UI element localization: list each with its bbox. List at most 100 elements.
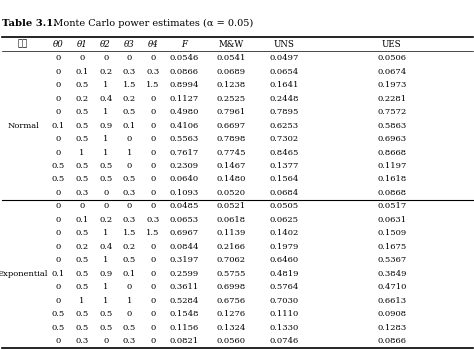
Text: 1: 1 xyxy=(103,283,109,291)
Text: 0.1110: 0.1110 xyxy=(270,310,299,318)
Text: 0: 0 xyxy=(150,94,156,103)
Text: 0.5: 0.5 xyxy=(52,310,65,318)
Text: 0.4: 0.4 xyxy=(99,243,112,251)
Text: 1.5: 1.5 xyxy=(146,81,160,89)
Text: 0.6697: 0.6697 xyxy=(217,121,246,130)
Text: 0.0844: 0.0844 xyxy=(170,243,199,251)
Text: 0.2525: 0.2525 xyxy=(217,94,246,103)
Text: 0.0866: 0.0866 xyxy=(377,337,406,345)
Text: 0.7302: 0.7302 xyxy=(270,135,299,143)
Text: 0.1509: 0.1509 xyxy=(377,229,406,237)
Text: 0.8994: 0.8994 xyxy=(170,81,199,89)
Text: 0.1: 0.1 xyxy=(123,121,136,130)
Text: 0.8465: 0.8465 xyxy=(270,148,299,156)
Text: 0: 0 xyxy=(103,337,109,345)
Text: 1: 1 xyxy=(103,148,109,156)
Text: 0: 0 xyxy=(127,283,132,291)
Text: 0.0821: 0.0821 xyxy=(170,337,199,345)
Text: 0: 0 xyxy=(79,54,85,62)
Text: 0.5: 0.5 xyxy=(75,135,89,143)
Text: 1.5: 1.5 xyxy=(123,229,136,237)
Text: 0.3: 0.3 xyxy=(123,337,136,345)
Text: 0.5: 0.5 xyxy=(75,81,89,89)
Text: 0: 0 xyxy=(55,94,61,103)
Text: 0.5764: 0.5764 xyxy=(270,283,299,291)
Text: 0.3: 0.3 xyxy=(146,68,160,76)
Text: 0.1276: 0.1276 xyxy=(217,310,246,318)
Text: 0: 0 xyxy=(103,189,109,197)
Text: 0.3: 0.3 xyxy=(75,337,89,345)
Text: 0.0506: 0.0506 xyxy=(377,54,406,62)
Text: 0.5: 0.5 xyxy=(99,324,112,332)
Text: UES: UES xyxy=(382,40,401,49)
Text: 0.6253: 0.6253 xyxy=(270,121,299,130)
Text: 0.2: 0.2 xyxy=(123,94,136,103)
Text: 0: 0 xyxy=(55,283,61,291)
Text: 0: 0 xyxy=(55,216,61,224)
Text: 0.3: 0.3 xyxy=(123,216,136,224)
Text: 0: 0 xyxy=(127,202,132,210)
Text: 0: 0 xyxy=(150,310,156,318)
Text: 0.5: 0.5 xyxy=(99,310,112,318)
Text: 0.9: 0.9 xyxy=(99,121,112,130)
Text: θ0: θ0 xyxy=(53,40,64,49)
Text: 0.1330: 0.1330 xyxy=(270,324,299,332)
Text: 0.0618: 0.0618 xyxy=(217,216,246,224)
Text: 0.0640: 0.0640 xyxy=(170,175,199,183)
Text: 1: 1 xyxy=(103,256,109,264)
Text: 0.6963: 0.6963 xyxy=(377,135,406,143)
Text: 0.3197: 0.3197 xyxy=(170,256,199,264)
Text: 0.0560: 0.0560 xyxy=(217,337,246,345)
Text: 0.5: 0.5 xyxy=(75,310,89,318)
Text: 0.0674: 0.0674 xyxy=(377,68,406,76)
Text: 0.5: 0.5 xyxy=(99,175,112,183)
Text: 0.6998: 0.6998 xyxy=(217,283,246,291)
Text: 1: 1 xyxy=(79,148,85,156)
Text: 0.3: 0.3 xyxy=(123,68,136,76)
Text: 0.5: 0.5 xyxy=(123,108,136,116)
Text: 0.0520: 0.0520 xyxy=(217,189,246,197)
Text: M&W: M&W xyxy=(219,40,244,49)
Text: 0.0485: 0.0485 xyxy=(170,202,199,210)
Text: 0.7617: 0.7617 xyxy=(170,148,199,156)
Text: 0: 0 xyxy=(55,189,61,197)
Text: 0.0746: 0.0746 xyxy=(270,337,299,345)
Text: 0: 0 xyxy=(150,135,156,143)
Text: 0.2281: 0.2281 xyxy=(377,94,406,103)
Text: 1: 1 xyxy=(103,81,109,89)
Text: θ3: θ3 xyxy=(124,40,135,49)
Text: 분포: 분포 xyxy=(18,40,28,49)
Text: 0.0631: 0.0631 xyxy=(377,216,406,224)
Text: 0.7961: 0.7961 xyxy=(217,108,246,116)
Text: 0.2: 0.2 xyxy=(123,243,136,251)
Text: 0.0546: 0.0546 xyxy=(170,54,199,62)
Text: Table 3.1.: Table 3.1. xyxy=(2,19,57,28)
Text: 0.5: 0.5 xyxy=(52,324,65,332)
Text: 0: 0 xyxy=(55,54,61,62)
Text: 0: 0 xyxy=(55,68,61,76)
Text: 0.5: 0.5 xyxy=(75,256,89,264)
Text: 0.0908: 0.0908 xyxy=(377,310,406,318)
Text: 0.5755: 0.5755 xyxy=(217,270,246,278)
Text: 0: 0 xyxy=(55,229,61,237)
Text: 0.1377: 0.1377 xyxy=(270,162,299,170)
Text: 0.8668: 0.8668 xyxy=(377,148,406,156)
Text: 0.2599: 0.2599 xyxy=(170,270,199,278)
Text: 0.0654: 0.0654 xyxy=(270,68,299,76)
Text: 0.0689: 0.0689 xyxy=(217,68,246,76)
Text: 0.7895: 0.7895 xyxy=(270,108,299,116)
Text: 0: 0 xyxy=(55,297,61,305)
Text: F: F xyxy=(182,40,187,49)
Text: 0: 0 xyxy=(150,324,156,332)
Text: 0: 0 xyxy=(150,202,156,210)
Text: 0: 0 xyxy=(55,243,61,251)
Text: 0.7898: 0.7898 xyxy=(217,135,246,143)
Text: 1: 1 xyxy=(79,297,85,305)
Text: 0: 0 xyxy=(150,243,156,251)
Text: 1: 1 xyxy=(127,297,132,305)
Text: 0.2: 0.2 xyxy=(99,216,112,224)
Text: 0.3: 0.3 xyxy=(123,189,136,197)
Text: 0.7745: 0.7745 xyxy=(216,148,246,156)
Text: 0.2448: 0.2448 xyxy=(270,94,299,103)
Text: 0.6967: 0.6967 xyxy=(170,229,199,237)
